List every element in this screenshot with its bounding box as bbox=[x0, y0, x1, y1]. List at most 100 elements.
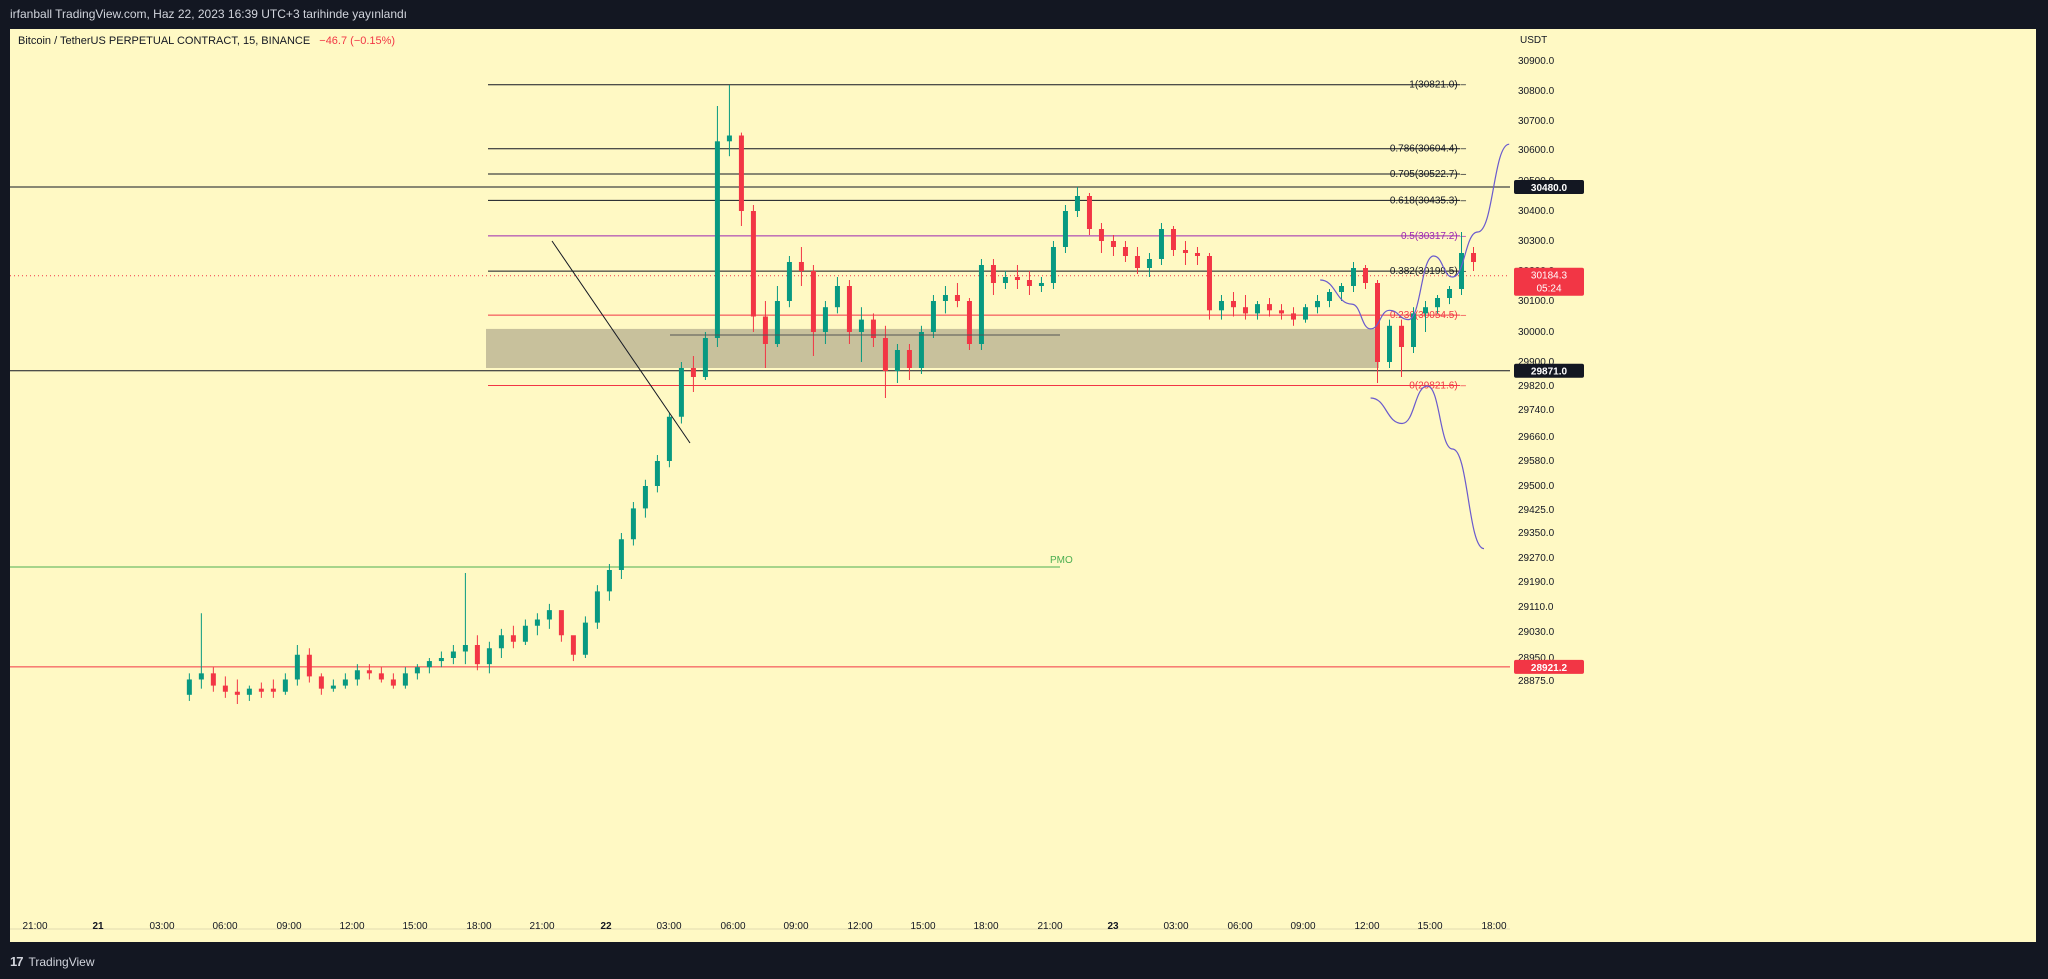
y-tick-label: 30000.0 bbox=[1518, 327, 1555, 338]
currency-label: USDT bbox=[1520, 35, 1547, 46]
candle-body-88 bbox=[1242, 307, 1248, 314]
candle-body-44 bbox=[714, 141, 720, 338]
x-tick-label: 21 bbox=[92, 921, 104, 932]
x-tick-label: 12:00 bbox=[847, 921, 872, 932]
candle-body-19 bbox=[414, 667, 420, 674]
candle-body-65 bbox=[966, 301, 972, 344]
candle-body-3 bbox=[222, 685, 228, 692]
candle-body-33 bbox=[582, 622, 588, 655]
candle-body-18 bbox=[402, 673, 408, 686]
candle-body-98 bbox=[1362, 268, 1368, 283]
fib-label-1: 0.786(30604.4) – bbox=[1390, 144, 1467, 155]
x-tick-label: 09:00 bbox=[1290, 921, 1315, 932]
x-tick-label: 18:00 bbox=[1481, 921, 1506, 932]
candle-body-16 bbox=[378, 673, 384, 680]
tradingview-logo-icon: 17 bbox=[10, 954, 24, 969]
fib-label-6: 0.236(30054.5) – bbox=[1390, 310, 1467, 321]
y-tick-label: 29190.0 bbox=[1518, 577, 1555, 588]
candle-body-60 bbox=[906, 350, 912, 368]
symbol-line: Bitcoin / TetherUS PERPETUAL CONTRACT, 1… bbox=[18, 35, 311, 47]
candle-body-107 bbox=[1471, 253, 1477, 262]
y-tick-label: 29900.0 bbox=[1518, 357, 1555, 368]
candle-body-9 bbox=[294, 654, 300, 680]
candle-body-75 bbox=[1086, 196, 1092, 229]
footer-bar: 17 TradingView bbox=[0, 942, 2048, 979]
candle-body-32 bbox=[570, 635, 576, 655]
candle-body-67 bbox=[990, 265, 996, 283]
x-tick-label: 06:00 bbox=[1227, 921, 1252, 932]
candle-body-69 bbox=[1014, 277, 1020, 280]
candle-body-28 bbox=[522, 625, 528, 642]
candle-body-43 bbox=[702, 338, 708, 377]
candle-body-46 bbox=[738, 135, 744, 211]
candle-body-0 bbox=[186, 679, 192, 695]
candle-body-51 bbox=[798, 262, 804, 271]
candle-body-58 bbox=[882, 338, 888, 371]
candle-body-76 bbox=[1098, 229, 1104, 241]
y-tick-label: 30600.0 bbox=[1518, 145, 1555, 156]
candle-body-68 bbox=[1002, 277, 1008, 283]
candle-body-5 bbox=[246, 688, 252, 695]
candle-body-59 bbox=[894, 350, 900, 371]
current-price-tag bbox=[1514, 267, 1584, 296]
candle-body-30 bbox=[546, 610, 552, 620]
tradingview-brand[interactable]: 17 TradingView bbox=[10, 954, 95, 969]
candle-body-82 bbox=[1170, 229, 1176, 250]
candle-body-2 bbox=[210, 673, 216, 686]
candle-body-79 bbox=[1134, 256, 1140, 268]
candle-body-63 bbox=[942, 295, 948, 301]
candle-body-62 bbox=[930, 301, 936, 332]
y-tick-label: 29660.0 bbox=[1518, 432, 1555, 443]
fib-label-0: 1(30821.0) – bbox=[1409, 80, 1466, 91]
price-tag-1 bbox=[1514, 363, 1584, 378]
candle-body-38 bbox=[642, 486, 648, 509]
x-tick-label: 12:00 bbox=[339, 921, 364, 932]
candle-body-21 bbox=[438, 658, 444, 662]
candle-body-47 bbox=[750, 211, 756, 317]
candle-body-1 bbox=[198, 673, 204, 680]
candle-body-35 bbox=[606, 570, 612, 592]
candle-body-91 bbox=[1278, 310, 1284, 314]
x-tick-label: 03:00 bbox=[656, 921, 681, 932]
x-tick-label: 03:00 bbox=[149, 921, 174, 932]
candle-body-101 bbox=[1399, 325, 1405, 347]
candle-body-72 bbox=[1050, 247, 1056, 283]
price-chart[interactable]: PMO 1(30821.0) – 0.786(30604.4) – 0.705(30… bbox=[10, 29, 2036, 942]
candle-body-94 bbox=[1314, 301, 1320, 308]
x-tick-label: 18:00 bbox=[466, 921, 491, 932]
candle-body-103 bbox=[1423, 307, 1429, 314]
candle-body-12 bbox=[330, 685, 336, 689]
candle-body-93 bbox=[1302, 307, 1308, 320]
price-tag-2 bbox=[1514, 659, 1584, 674]
candle-body-7 bbox=[270, 688, 276, 692]
x-tick-label: 03:00 bbox=[1163, 921, 1188, 932]
candle-body-71 bbox=[1038, 283, 1044, 286]
fib-label-7: 0(29821.6) – bbox=[1409, 381, 1466, 392]
y-tick-label: 30800.0 bbox=[1518, 86, 1555, 97]
projection-path-0 bbox=[1320, 143, 1510, 330]
candle-body-20 bbox=[426, 661, 432, 668]
candle-body-27 bbox=[510, 635, 516, 642]
x-tick-label: 18:00 bbox=[973, 921, 998, 932]
candle-body-77 bbox=[1110, 241, 1116, 247]
candle-body-23 bbox=[462, 645, 468, 652]
y-tick-label: 29270.0 bbox=[1518, 553, 1555, 564]
current-price-countdown: 05:24 bbox=[1536, 284, 1561, 295]
candle-body-4 bbox=[234, 691, 240, 695]
chart-frame[interactable]: PMO 1(30821.0) – 0.786(30604.4) – 0.705(30… bbox=[10, 29, 2036, 942]
y-tick-label: 29580.0 bbox=[1518, 456, 1555, 467]
candle-body-57 bbox=[870, 319, 876, 338]
candle-body-31 bbox=[558, 610, 564, 636]
candle-body-55 bbox=[846, 286, 852, 332]
x-tick-label: 06:00 bbox=[212, 921, 237, 932]
y-tick-label: 30400.0 bbox=[1518, 206, 1555, 217]
y-tick-label: 29820.0 bbox=[1518, 381, 1555, 392]
candle-body-54 bbox=[834, 286, 840, 308]
candle-body-106 bbox=[1459, 253, 1465, 289]
candle-body-8 bbox=[282, 679, 288, 692]
fib-label-5: 0.382(30199.5) – bbox=[1390, 266, 1467, 277]
candle-body-48 bbox=[762, 316, 768, 344]
candle-body-105 bbox=[1447, 289, 1453, 298]
y-tick-label: 29425.0 bbox=[1518, 505, 1555, 516]
candle-body-34 bbox=[594, 591, 600, 623]
